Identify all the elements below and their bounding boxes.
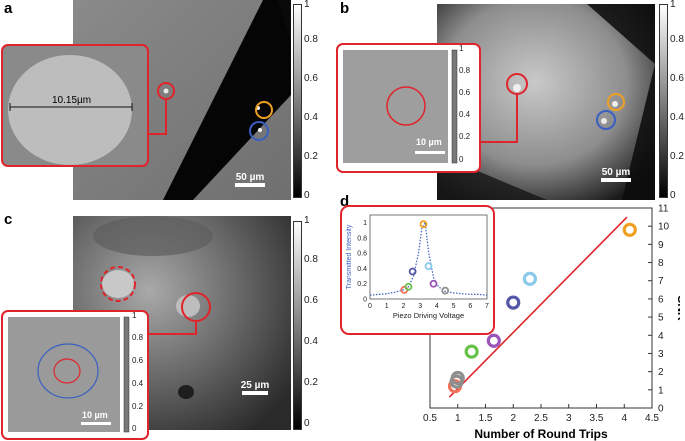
panel-a-scalebar-label: 50 µm [235, 172, 265, 183]
panel-label-a: a [4, 0, 13, 17]
panel-a-inset-measure-label: 10.15µm [52, 95, 91, 106]
panel-label-d: d [340, 193, 350, 210]
panel-c-dashed-marker [100, 266, 136, 302]
inset-y-tick-label: 0.6 [357, 251, 367, 258]
fit-line [448, 216, 628, 398]
panel-c-scalebar: 25 µm [237, 380, 273, 395]
x-tick-label: 3 [566, 413, 572, 424]
y-tick-label: 1 [658, 385, 664, 396]
panel-b-inset-circle [386, 86, 426, 126]
data-point [622, 222, 637, 237]
inset-y-axis-label: Transmitted Intensity [346, 224, 353, 289]
inset-y-tick-label: 0.8 [357, 235, 367, 242]
y-tick-label: 7 [658, 276, 664, 287]
inset-data-point [404, 282, 413, 291]
inset-data-point [441, 286, 450, 295]
inset-x-tick-label: 5 [452, 303, 456, 310]
x-tick-label: 2 [510, 413, 516, 424]
data-point [506, 295, 521, 310]
x-tick-label: 4 [621, 413, 627, 424]
inset-plot-frame [369, 214, 488, 300]
x-tick-label: 4.5 [645, 413, 659, 424]
data-point [464, 344, 479, 359]
panel-label-c: c [4, 211, 13, 228]
inset-x-tick-label: 1 [385, 303, 389, 310]
panel-b-scalebar: 50 µm [596, 167, 636, 182]
inset-x-tick-label: 7 [485, 303, 489, 310]
panel-b-blue-marker [596, 110, 616, 130]
x-tick-label: 2.5 [534, 413, 548, 424]
panel-a-orange-marker [255, 101, 273, 119]
panel-c-inset-scalebar-label: 10 µm [82, 410, 108, 420]
y-tick-label: 11 [658, 204, 669, 215]
inset-x-tick-label: 4 [435, 303, 439, 310]
inset-x-tick-label: 3 [418, 303, 422, 310]
x-tick-label: 0.5 [423, 413, 437, 424]
data-point [486, 333, 501, 348]
panel-a-inset-disc [8, 55, 132, 165]
panel-a-red-marker [157, 82, 175, 100]
panel-c-inset-outer-ellipse [37, 343, 99, 399]
x-tick-label: 1.5 [479, 413, 493, 424]
panel-c-colorbar [293, 221, 302, 430]
panel-b-orange-marker [607, 93, 625, 111]
inset-y-tick-label: 0.2 [357, 281, 367, 288]
y-tick-label: 9 [658, 240, 664, 251]
inset-x-tick-label: 6 [468, 303, 472, 310]
panel-a-blue-marker [249, 121, 269, 141]
inset-frame [340, 205, 495, 335]
inset-data-point [424, 262, 433, 271]
y-tick-label: 5 [658, 313, 664, 324]
panel-b-overlay: 10 µm [336, 43, 625, 173]
inset-y-tick-label: 0 [363, 297, 367, 304]
inset-y-tick-label: 0.4 [357, 266, 367, 273]
y-axis-label: SNR [675, 295, 680, 321]
y-tick-label: 8 [658, 258, 664, 269]
panel-b-inset-scalebar-label: 10 µm [416, 137, 442, 147]
x-axis-label: Number of Round Trips [474, 427, 608, 441]
transmission-inset-chart: 0 1 2 3 4 5 6 7 0 0.2 0.4 0.6 0.8 1 Piezo Driving Volt… [340, 205, 495, 335]
inset-x-tick-label: 0 [368, 303, 372, 310]
panel-b-scalebar-label: 50 µm [601, 167, 631, 178]
y-tick-label: 2 [658, 367, 664, 378]
panel-a-scalebar: 50 µm [232, 172, 268, 187]
inset-curve [369, 220, 488, 296]
y-tick-label: 3 [658, 349, 664, 360]
x-tick-label: 3.5 [590, 413, 604, 424]
inset-data-point [429, 279, 438, 288]
panel-b-colorbar [659, 4, 668, 198]
panel-b-red-marker [506, 73, 528, 95]
panel-c-overlay: 10 µm [1, 266, 211, 440]
data-point [522, 271, 538, 287]
inset-data-point [408, 267, 417, 276]
inset-data-point [419, 220, 428, 229]
panel-c-inset-image [8, 317, 120, 432]
y-tick-label: 4 [658, 331, 664, 342]
panel-c-red-marker [181, 292, 211, 322]
snr-chart: 0.5 1 1.5 2 2.5 3 3.5 4 4.50 1 2 3 4 5 6 7 8 9 10 11 Number … [423, 204, 680, 441]
data-point [450, 370, 465, 386]
y-tick-label: 0 [658, 404, 664, 415]
inset-x-axis-label: Piezo Driving Voltage [393, 311, 464, 320]
inset-x-tick-label: 2 [401, 303, 405, 310]
panel-c-inset-inner-ellipse [53, 358, 81, 384]
y-tick-label: 10 [658, 222, 670, 233]
panel-a-colorbar [293, 4, 302, 198]
panel-c-scalebar-label: 25 µm [240, 380, 270, 391]
panel-label-b: b [340, 0, 350, 17]
panel-b-inset-image [343, 50, 448, 163]
x-tick-label: 1 [455, 413, 461, 424]
y-tick-label: 6 [658, 294, 664, 305]
inset-y-tick-label: 1 [363, 220, 367, 227]
panel-a-overlay: 10.15µm [1, 44, 273, 167]
